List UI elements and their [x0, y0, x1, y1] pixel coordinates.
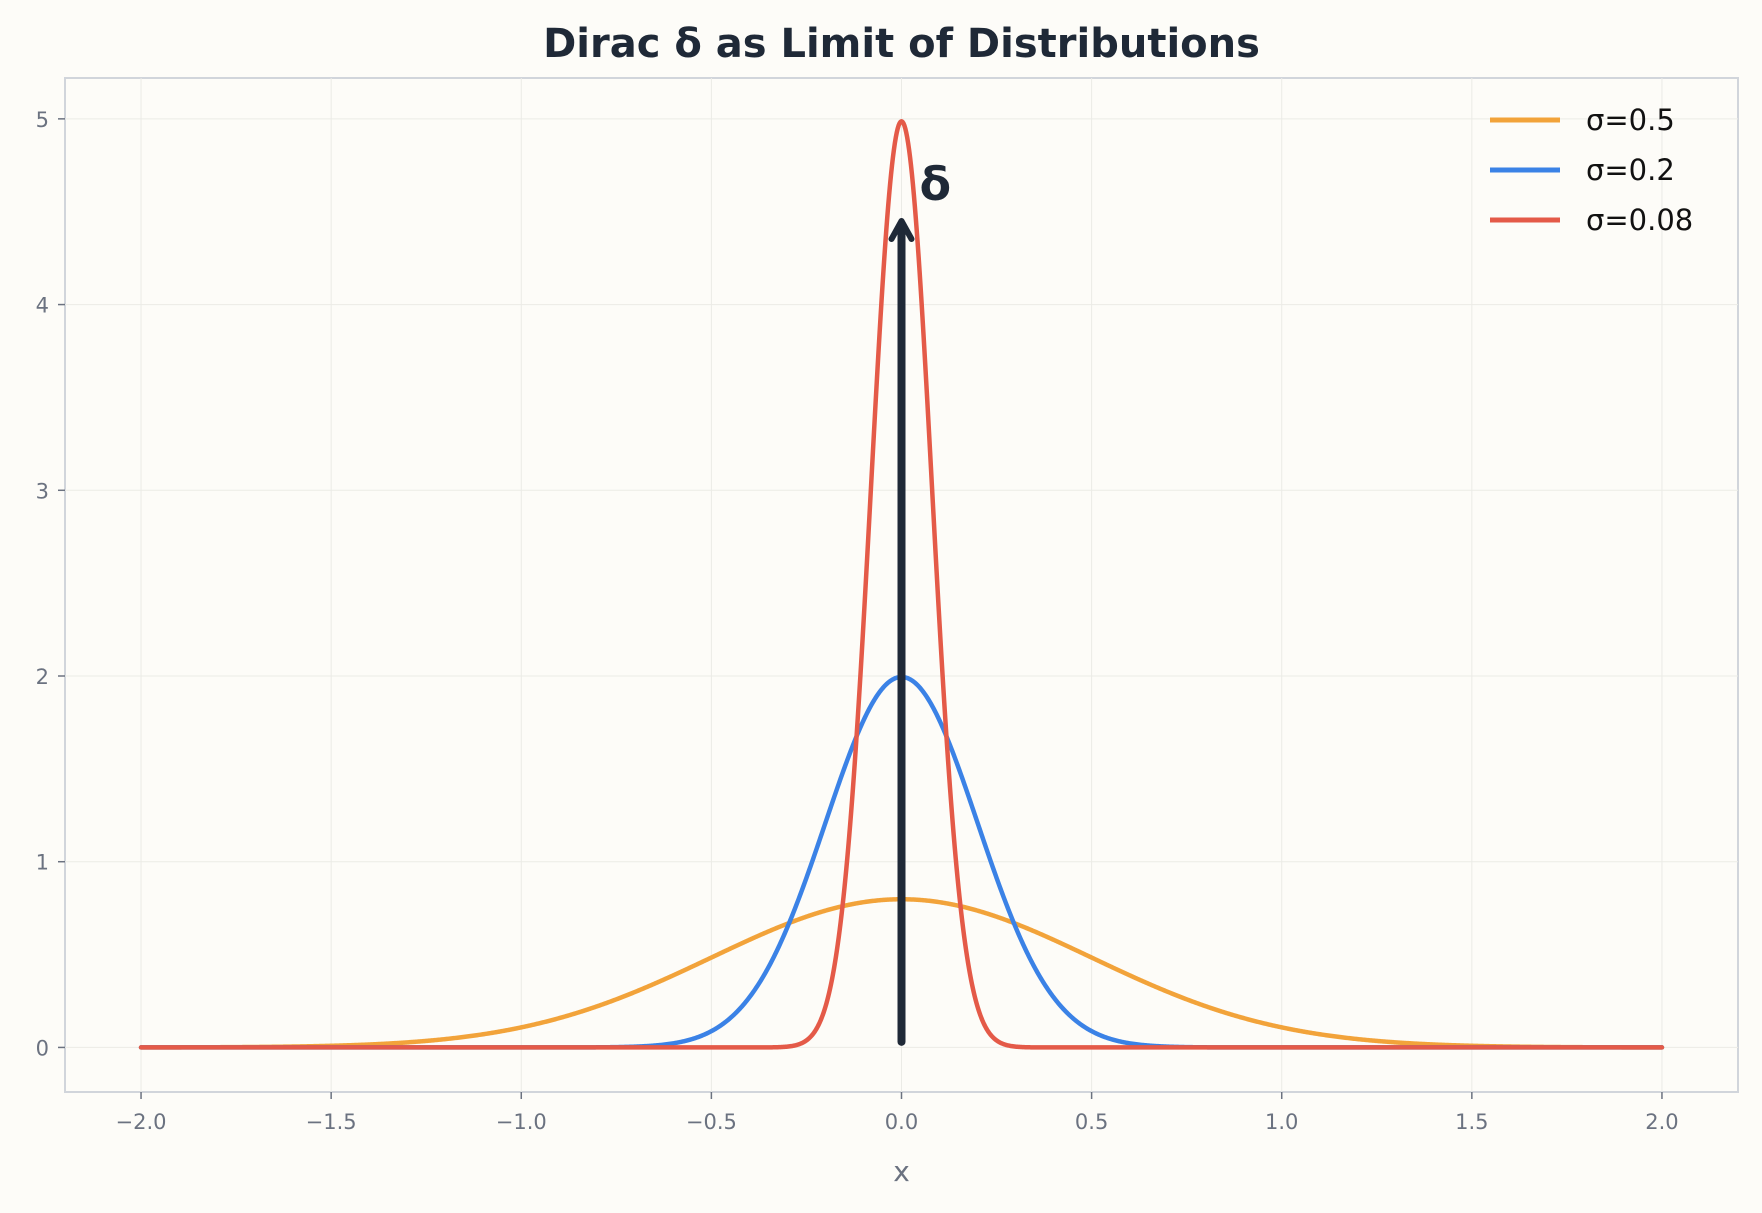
y-tick-label: 5	[36, 108, 49, 132]
x-axis-ticks: −2.0 −1.5 −1.0 −0.5 0.0 0.5 1.0 1.5 2.0	[116, 1092, 1679, 1134]
legend-label: σ=0.2	[1586, 153, 1675, 187]
x-tick-label: 1.0	[1265, 1110, 1298, 1134]
delta-arrow-head	[888, 218, 915, 242]
y-axis-ticks: 0 1 2 3 4 5	[36, 108, 65, 1060]
x-tick-label: −0.5	[686, 1110, 737, 1134]
x-tick-label: −1.5	[306, 1110, 357, 1134]
delta-annotation-label: δ	[920, 157, 952, 211]
x-tick-label: −1.0	[496, 1110, 547, 1134]
y-tick-label: 4	[36, 294, 49, 318]
legend-label: σ=0.5	[1586, 103, 1675, 137]
legend: σ=0.5 σ=0.2 σ=0.08	[1490, 103, 1693, 237]
x-tick-label: 2.0	[1645, 1110, 1678, 1134]
chart-title: Dirac δ as Limit of Distributions	[543, 21, 1260, 67]
y-tick-label: 3	[36, 479, 49, 503]
y-tick-label: 1	[36, 851, 49, 875]
x-axis-label: x	[893, 1155, 910, 1188]
x-tick-label: 0.0	[885, 1110, 918, 1134]
legend-label: σ=0.08	[1586, 203, 1693, 237]
delta-annotation: δ	[888, 157, 952, 1046]
x-tick-label: −2.0	[116, 1110, 167, 1134]
y-tick-label: 0	[36, 1036, 49, 1060]
x-tick-label: 1.5	[1455, 1110, 1488, 1134]
series-line-2	[138, 119, 1665, 1050]
x-tick-label: 0.5	[1075, 1110, 1108, 1134]
y-tick-label: 2	[36, 665, 49, 689]
